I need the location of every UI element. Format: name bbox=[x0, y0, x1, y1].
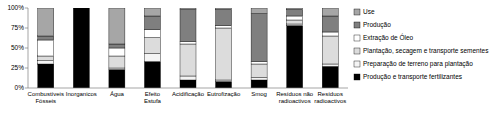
bars bbox=[38, 8, 338, 88]
bar-segment bbox=[287, 10, 303, 16]
y-tick-label: 25% bbox=[11, 64, 24, 71]
bar-segment bbox=[180, 44, 196, 76]
bar-segment bbox=[322, 8, 338, 16]
legend-swatch bbox=[354, 22, 360, 28]
legend-label: Use bbox=[363, 8, 375, 15]
bar-segment bbox=[216, 10, 232, 26]
bar-segment bbox=[73, 8, 89, 9]
bar-segment bbox=[38, 64, 54, 88]
bar-segment bbox=[144, 8, 160, 16]
bar-segment bbox=[251, 14, 267, 62]
bar-segment bbox=[73, 8, 89, 9]
category-label: Resíduosradioactivos bbox=[314, 91, 346, 104]
bar-segment bbox=[287, 24, 303, 26]
bar-segment bbox=[322, 36, 338, 64]
bar-segment bbox=[38, 61, 54, 64]
bar-segment bbox=[180, 80, 196, 88]
bar-segment bbox=[38, 8, 54, 36]
bar-segment bbox=[144, 54, 160, 62]
legend-label: Produção e transporte fertilizantes bbox=[363, 73, 463, 81]
bar-segment bbox=[287, 26, 303, 88]
y-tick-label: 0% bbox=[15, 84, 25, 91]
bar-segment bbox=[180, 76, 196, 80]
bar-segment bbox=[73, 8, 89, 88]
bar-segment bbox=[109, 8, 125, 44]
bar-segment bbox=[144, 30, 160, 38]
bar-segment bbox=[216, 28, 232, 80]
bar-segment bbox=[73, 8, 89, 9]
bar-segment bbox=[322, 66, 338, 88]
bar-segment bbox=[322, 32, 338, 36]
bar-segment bbox=[38, 56, 54, 61]
bar-segment bbox=[216, 26, 232, 28]
bar-segment bbox=[109, 70, 125, 88]
y-tick-label: 50% bbox=[11, 44, 24, 51]
bar-segment bbox=[322, 64, 338, 66]
bar-segment bbox=[180, 10, 196, 42]
bar-segment bbox=[73, 8, 89, 9]
bar-segment bbox=[38, 40, 54, 56]
legend-swatch bbox=[354, 74, 360, 80]
legend-swatch bbox=[354, 48, 360, 54]
bar-segment bbox=[287, 20, 303, 24]
y-tick bbox=[25, 88, 28, 89]
legend-swatch bbox=[354, 35, 360, 41]
bar-segment bbox=[73, 8, 89, 9]
legend-label: Plantação, secagem e transporte sementes bbox=[363, 47, 489, 55]
bar-segment bbox=[251, 78, 267, 80]
legend-label: Preparação de terreno para plantação bbox=[363, 60, 473, 68]
category-label: Smog bbox=[251, 91, 267, 97]
category-label: EfeitoEstufa bbox=[144, 91, 162, 104]
x-axis bbox=[28, 88, 348, 89]
category-label: Eutrofização bbox=[207, 91, 241, 97]
bar-segment bbox=[180, 8, 196, 10]
category-label: Acidificação bbox=[172, 91, 205, 97]
category-label: Água bbox=[110, 91, 125, 97]
category-label: Resíduos nãoradioactivos bbox=[276, 91, 314, 104]
bar-segment bbox=[38, 36, 54, 40]
chart: 0% 25% 50% 75% 100% CombustíveisFósseisInorga… bbox=[0, 0, 494, 126]
legend-swatch bbox=[354, 9, 360, 15]
bar-segment bbox=[144, 62, 160, 88]
bar-segment bbox=[109, 48, 125, 56]
legend-swatch bbox=[354, 61, 360, 67]
category-label: CombustíveisFósseis bbox=[28, 91, 64, 104]
bar-segment bbox=[109, 68, 125, 70]
bar-segment bbox=[109, 44, 125, 48]
bar-segment bbox=[109, 56, 125, 68]
bar-segment bbox=[216, 82, 232, 88]
bar-segment bbox=[251, 8, 267, 14]
bar-segment bbox=[216, 80, 232, 82]
y-tick bbox=[25, 8, 28, 9]
bar-segment bbox=[287, 16, 303, 20]
y-tick-label: 75% bbox=[11, 24, 24, 31]
y-tick bbox=[25, 68, 28, 69]
bar-segment bbox=[287, 8, 303, 10]
legend-label: Produção bbox=[363, 21, 391, 29]
legend-label: Extração de Óleo bbox=[363, 33, 414, 42]
bar-segment bbox=[251, 80, 267, 88]
bar-segment bbox=[144, 38, 160, 54]
y-tick bbox=[25, 48, 28, 49]
bar-segment bbox=[251, 64, 267, 78]
bar-segment bbox=[322, 16, 338, 32]
y-tick-label: 100% bbox=[7, 4, 24, 11]
bar-segment bbox=[251, 62, 267, 64]
bar-segment bbox=[180, 42, 196, 44]
bar-segment bbox=[216, 8, 232, 10]
bar-segment bbox=[144, 16, 160, 30]
y-tick bbox=[25, 28, 28, 29]
category-label: Inorganicos bbox=[66, 91, 97, 97]
